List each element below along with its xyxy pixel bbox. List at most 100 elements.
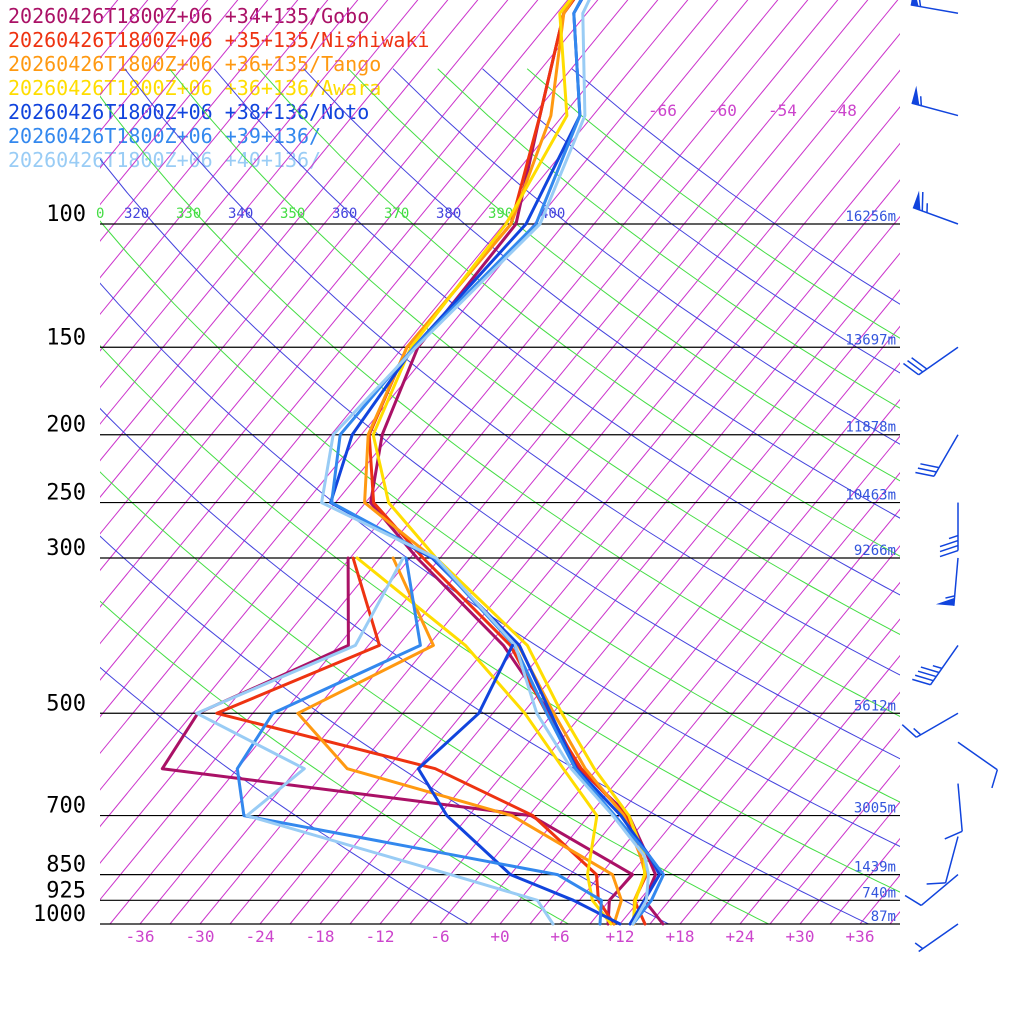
wind-barb-full [914, 674, 934, 682]
legend-item: 20260426T1800Z+06 +40+136/ [8, 148, 322, 172]
temperature-label: -30 [186, 927, 215, 946]
temperature-label: -24 [246, 927, 275, 946]
profile-39-136-dewpoint [235, 556, 603, 926]
theta-label: 360 [332, 206, 357, 222]
wind-barb-staff [944, 836, 959, 884]
wind-barb [911, 85, 959, 117]
wind-barb-full [917, 467, 937, 473]
wind-barb-half [919, 96, 923, 106]
profile-tango-dewpoint [296, 556, 623, 926]
height-label: 87m [871, 909, 896, 925]
temperature-label: +24 [726, 927, 755, 946]
height-label: 9266m [854, 543, 896, 559]
wind-barb-full [991, 769, 999, 789]
height-label: 5612m [854, 698, 896, 714]
wind-barb-flag [935, 597, 955, 606]
temperature-label: +18 [666, 927, 695, 946]
upper-temperature-label: -66 [648, 101, 677, 120]
isotherm [100, 0, 389, 352]
isotherm [100, 0, 839, 901]
height-label: 13697m [845, 332, 896, 348]
wind-barb-flag [910, 0, 919, 7]
profile-tango [363, 0, 647, 926]
wind-barb-half [945, 595, 955, 599]
wind-barb-flag [911, 85, 920, 106]
temperature-label: +12 [606, 927, 635, 946]
dry-adiabat [482, 68, 900, 374]
wind-barb-full [901, 724, 917, 738]
wind-barb-staff [918, 346, 959, 376]
wind-barb-staff [911, 102, 959, 117]
temperature-label: +0 [490, 927, 509, 946]
pressure-label: 300 [46, 536, 86, 561]
wind-barb-full [907, 360, 924, 373]
wind-barb-staff [929, 645, 959, 686]
profile-nishiwaki-dewpoint [215, 556, 616, 926]
isotherm [499, 435, 900, 924]
pressure-label: 700 [46, 794, 86, 819]
wind-barb-half [948, 534, 959, 540]
wind-barb-staff [957, 783, 963, 832]
theta-label: 0 [96, 206, 104, 222]
isotherm [100, 0, 149, 59]
wind-barb [914, 923, 959, 953]
isotherm [559, 508, 900, 924]
wind-barb-staff [918, 923, 959, 953]
profile-40-136-dewpoint [195, 556, 555, 926]
upper-temperature-label: -54 [768, 101, 797, 120]
dry-adiabat [100, 95, 900, 717]
isotherm [469, 398, 900, 924]
wind-barb-full [921, 192, 924, 212]
wind-barb-staff [920, 874, 959, 907]
temperature-label: +36 [846, 927, 875, 946]
wind-barb-full [902, 362, 920, 376]
isotherm [289, 179, 900, 924]
isotherm [829, 837, 900, 924]
pressure-label: 925 [46, 878, 86, 903]
isotherm [439, 362, 900, 924]
dry-adiabat [100, 471, 769, 924]
wind-barb [939, 502, 959, 558]
pressure-label: 250 [46, 481, 86, 506]
wind-barb [926, 836, 959, 885]
isotherm [259, 142, 900, 924]
wind-barb-staff [953, 557, 959, 606]
dry-adiabat [100, 158, 900, 760]
height-label: 11878m [845, 420, 896, 436]
wind-barb-full [911, 357, 928, 370]
height-label: 16256m [845, 209, 896, 225]
wind-barb-full [920, 666, 940, 674]
wind-barb [902, 346, 959, 376]
pressure-label: 850 [46, 853, 86, 878]
dry-adiabat [258, 68, 900, 557]
theta-label: 390 [488, 206, 513, 222]
temperature-label: +30 [786, 927, 815, 946]
theta-label: 320 [124, 206, 149, 222]
background-lines [100, 0, 900, 924]
wind-barb-half [913, 727, 922, 736]
profile-nishiwaki [367, 0, 648, 926]
wind-barb-half [932, 664, 943, 670]
isotherm [619, 581, 900, 924]
wind-barb-full [918, 0, 922, 7]
height-label: 3005m [854, 801, 896, 817]
isotherm [739, 728, 900, 924]
legend: 20260426T1800Z+06 +34+135/Gobo 20260426T1… [8, 4, 429, 172]
legend-item: 20260426T1800Z+06 +38+136/Noto [8, 100, 370, 124]
profile-noto-dewpoint [416, 643, 622, 926]
wind-barb-flag [912, 190, 921, 211]
wind-barb-full [912, 678, 931, 686]
wind-barb [912, 190, 959, 225]
isotherm [349, 252, 900, 924]
sounding-profiles [160, 0, 665, 926]
pressure-label: 1000 [33, 902, 86, 927]
theta-label: 370 [384, 206, 409, 222]
dry-adiabat [100, 407, 869, 924]
wind-barb [904, 874, 959, 907]
upper-temperature-label: -60 [708, 101, 737, 120]
wind-barb [910, 0, 959, 15]
wind-barb-full [939, 549, 959, 558]
isotherm [139, 0, 899, 924]
theta-label: 380 [436, 206, 461, 222]
